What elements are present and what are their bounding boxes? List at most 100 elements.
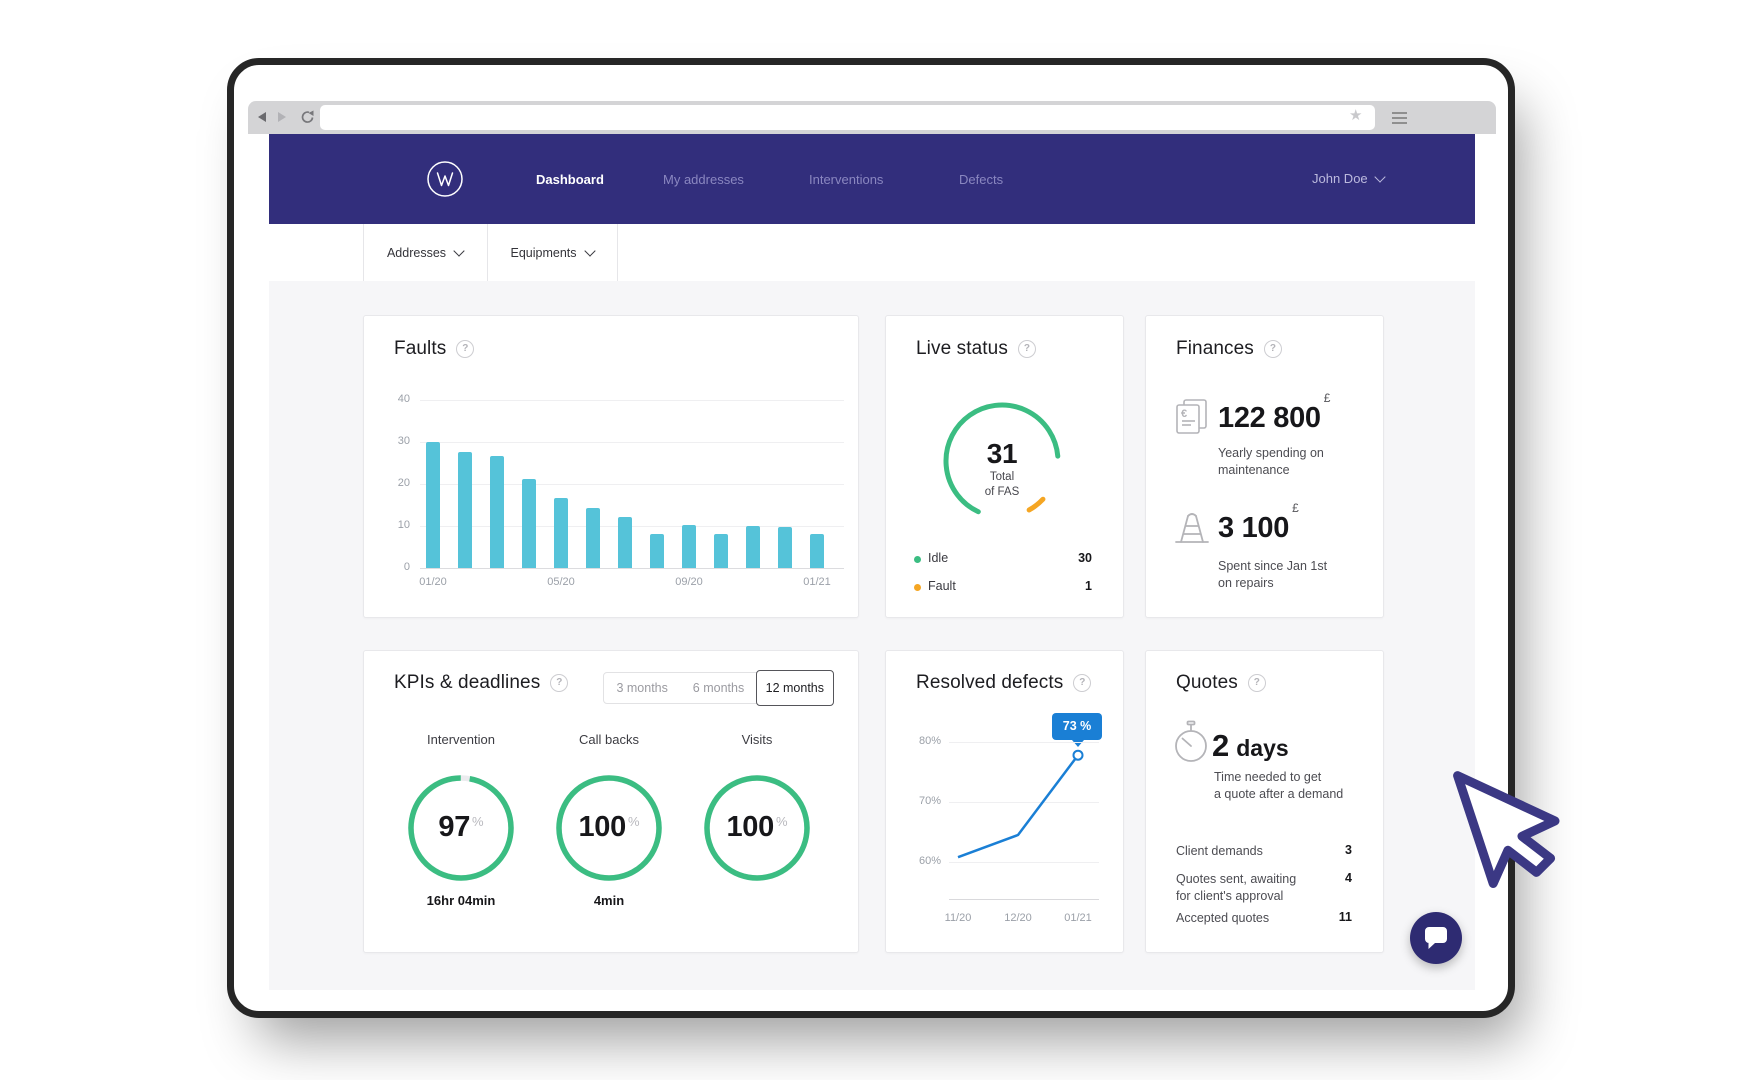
resolved-y-tick: 70% — [918, 795, 941, 807]
client-demands-value: 3 — [1345, 843, 1352, 857]
value: 2 — [1212, 728, 1230, 763]
resolved-gridline — [949, 802, 1099, 803]
fault-bar — [426, 442, 440, 568]
fault-bar — [586, 508, 600, 568]
faults-y-tick: 0 — [403, 561, 410, 573]
fault-bar — [682, 525, 696, 568]
fas-total-value: 31 — [986, 438, 1018, 469]
intervention-gauge: Intervention 97% — [391, 728, 531, 928]
currency-symbol: £ — [1323, 391, 1331, 405]
currency-symbol: £ — [1292, 501, 1299, 515]
finances-card-title: Finances — [1176, 338, 1254, 359]
fault-legend-label: Fault — [928, 579, 956, 593]
accepted-quotes-label: Accepted quotes — [1176, 911, 1270, 925]
resolved-gridline — [949, 862, 1099, 863]
faults-chart: 40 30 20 10 0 01/20 05/20 09/20 01/21 — [370, 393, 850, 605]
fas-total-caption: Total — [989, 471, 1015, 483]
faults-y-tick: 30 — [397, 435, 410, 447]
gauge-ring-0 — [408, 775, 514, 881]
faults-gridline — [420, 484, 844, 485]
resolved-tooltip: 73 % — [1052, 713, 1102, 747]
user-menu[interactable]: John Doe — [1312, 170, 1386, 186]
accepted-quotes-value: 11 — [1338, 910, 1352, 924]
gauge-value: 100 — [726, 811, 774, 843]
nav-item-interventions[interactable]: Interventions — [809, 172, 884, 187]
fas-total-caption: of FAS — [984, 486, 1020, 498]
wm-monogram-logo[interactable] — [426, 160, 464, 198]
help-icon[interactable]: ? — [1247, 674, 1266, 692]
gauge-label: Visits — [741, 732, 773, 747]
faults-bar-group — [426, 438, 824, 568]
stopwatch-icon — [1175, 720, 1207, 762]
quote-delay-caption: a quote after a demand — [1214, 787, 1344, 801]
nav-item-defects[interactable]: Defects — [959, 172, 1004, 187]
chat-launcher-button[interactable] — [1410, 912, 1462, 964]
gauge-ring-1 — [556, 775, 662, 881]
faults-x-tick: 01/20 — [419, 576, 447, 588]
resolved-x-tick: 11/20 — [944, 912, 972, 924]
equipments-dropdown-label: Equipments — [510, 245, 577, 260]
equipments-dropdown[interactable]: Equipments — [487, 224, 617, 281]
fault-legend-dot — [914, 584, 921, 591]
back-arrow-icon[interactable] — [258, 112, 266, 122]
range-option-3-months[interactable]: 3 months — [616, 681, 668, 695]
traffic-cone-icon — [1175, 513, 1209, 543]
forward-arrow-icon[interactable] — [278, 112, 286, 122]
chat-bubble-icon — [1425, 926, 1447, 949]
resolved-x-tick: 12/20 — [1004, 912, 1032, 924]
reload-icon[interactable] — [299, 109, 316, 126]
help-icon[interactable]: ? — [456, 340, 475, 358]
faults-gridline — [420, 568, 844, 569]
intervention-time: 16hr 04min — [426, 893, 496, 908]
divider — [363, 224, 364, 281]
quote-delay-value: 2 days — [1212, 728, 1289, 764]
idle-legend-value: 30 — [1078, 551, 1092, 565]
resolved-gridline — [949, 742, 1099, 743]
resolved-defects-card — [885, 650, 1124, 953]
address-bar[interactable] — [320, 105, 1375, 130]
line1: Quotes sent, awaiting — [1176, 872, 1297, 886]
help-icon[interactable]: ? — [1263, 340, 1282, 358]
faults-gridline — [420, 526, 844, 527]
quotes-sent-label: Quotes sent, awaiting for client's appro… — [1176, 871, 1296, 905]
yearly-spending-caption: maintenance — [1218, 463, 1290, 477]
faults-x-tick: 01/21 — [803, 576, 831, 588]
faults-y-tick: 40 — [397, 393, 410, 405]
repairs-spent-caption: on repairs — [1218, 576, 1274, 590]
callbacks-time: 4min — [593, 893, 625, 908]
quotes-card — [1145, 650, 1384, 953]
divider — [487, 224, 488, 281]
gauge-label: Intervention — [427, 732, 495, 747]
nav-item-my-addresses[interactable]: My addresses — [663, 172, 744, 187]
fault-bar — [650, 534, 664, 568]
resolved-defects-chart: 73 % 80% 70% 60% 11/20 12/20 01/21 — [905, 700, 1105, 935]
range-option-12-months[interactable]: 12 months — [755, 670, 834, 706]
user-name: John Doe — [1312, 171, 1368, 186]
top-navbar — [269, 134, 1475, 224]
help-icon[interactable]: ? — [1073, 674, 1092, 692]
fault-bar — [778, 527, 792, 568]
chevron-down-icon — [453, 244, 465, 257]
idle-legend-dot — [914, 556, 921, 563]
help-icon[interactable]: ? — [550, 674, 569, 692]
addresses-dropdown[interactable]: Addresses — [363, 224, 487, 281]
nav-item-dashboard[interactable]: Dashboard — [536, 172, 604, 187]
quote-delay-caption: Time needed to get — [1214, 770, 1322, 784]
amount: 122 800 — [1218, 402, 1321, 434]
unit: days — [1236, 735, 1289, 761]
range-option-6-months[interactable]: 6 months — [692, 681, 745, 695]
percent-sign: % — [627, 814, 640, 829]
help-icon[interactable]: ? — [1017, 340, 1036, 358]
kpi-range-toggle: 3 months 6 months 12 months — [603, 670, 834, 706]
fault-bar — [618, 517, 632, 568]
faults-x-tick: 05/20 — [547, 576, 575, 588]
chevron-down-icon — [1373, 170, 1386, 183]
faults-card-title: Faults — [394, 338, 447, 359]
fault-bar — [554, 498, 568, 568]
repairs-spent-value: 3 100 £ — [1218, 501, 1299, 545]
kpis-card-title: KPIs & deadlines — [394, 672, 541, 693]
star-icon[interactable]: ★ — [1349, 107, 1363, 124]
hamburger-menu-icon[interactable] — [1392, 112, 1407, 127]
svg-text:€: € — [1181, 408, 1187, 420]
